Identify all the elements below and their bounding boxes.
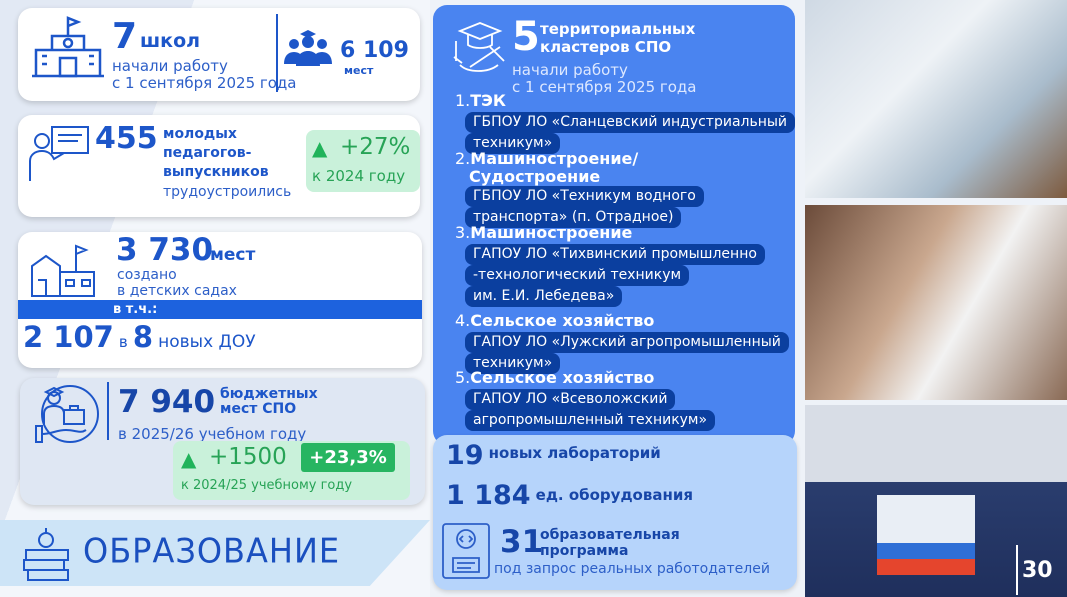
cluster-item-4: 4.Сельское хозяйство ГАПОУ ЛО «Лужский а… (455, 312, 789, 374)
labs-panel (433, 435, 797, 590)
equipment-line: 1 184 ед. оборудования (446, 480, 693, 511)
spo-growth-percent: +23,3% (301, 443, 395, 472)
places-unit: мест (344, 64, 374, 77)
spo-desc: бюджетных мест СПО (220, 386, 318, 417)
page-number: 30 (1022, 558, 1053, 583)
books-apple-icon (23, 528, 69, 581)
new-dou-line: 2 107 в 8 новых ДОУ (23, 320, 256, 354)
spo-year: в 2025/26 учебном году (118, 425, 307, 443)
photo-team-with-flag (805, 405, 1067, 597)
teachers-card: 455 молодых педагогов-выпускников трудоус… (18, 115, 420, 217)
growth-note: к 2024 году (312, 167, 406, 185)
spo-card: 7 940 бюджетных мест СПО в 2025/26 учебно… (20, 378, 425, 505)
schools-count: 7 (112, 16, 138, 57)
divider (107, 382, 109, 440)
schools-card: 7 школ начали работу с 1 сентября 2025 го… (18, 8, 420, 101)
spo-growth-note: к 2024/25 учебному году (181, 478, 353, 493)
kindergarten-count: 3 730 (116, 232, 214, 268)
cluster-item-1: 1.ТЭК ГБПОУ ЛО «Сланцевский индустриальн… (455, 92, 796, 154)
including-bar: в т.ч.: (18, 300, 422, 319)
program-document-icon (442, 523, 490, 579)
graduate-hand-icon (35, 385, 99, 443)
spo-growth-value: +1500 (209, 444, 287, 470)
section-title: ОБРАЗОВАНИЕ (83, 531, 341, 571)
schools-unit: школ (140, 30, 201, 52)
kindergarten-unit: мест (210, 245, 256, 265)
growth-value: +27% (340, 134, 411, 160)
students-icon (284, 30, 332, 66)
page-number-divider (1016, 545, 1018, 595)
teachers-employed: трудоустроились (163, 184, 292, 200)
teachers-growth-badge: ▲ +27% к 2024 году (306, 130, 420, 192)
clusters-started: начали работу с 1 сентября 2025 года (512, 61, 697, 96)
photo-lab-students (805, 0, 1067, 198)
kindergarten-card: 3 730 мест создано в детских садах в т.ч.… (18, 232, 422, 368)
up-triangle-icon: ▲ (181, 447, 197, 471)
programs-count: 31 (500, 524, 544, 560)
school-icon (32, 16, 104, 78)
up-triangle-icon: ▲ (312, 136, 328, 160)
cluster-item-5: 5.Сельское хозяйство ГАПОУ ЛО «Всеволожс… (455, 369, 716, 431)
labs-line: 19 новых лабораторий (446, 440, 661, 471)
schools-desc: начали работу с 1 сентября 2025 года (112, 57, 297, 92)
places-count: 6 109 (340, 38, 409, 63)
flag (877, 495, 975, 575)
programs-desc: образовательная программа (540, 527, 680, 559)
divider (276, 14, 278, 92)
kindergarten-icon (31, 244, 95, 297)
clusters-count: 5 (512, 14, 540, 60)
spo-growth-badge: ▲ +1500 +23,3% к 2024/25 учебному году (173, 441, 410, 500)
cap-tools-icon (453, 22, 505, 72)
photo-schoolchildren (805, 205, 1067, 400)
teachers-desc: молодых педагогов-выпускников (163, 126, 269, 180)
programs-note: под запрос реальных работодателей (494, 561, 770, 577)
teacher-icon (29, 126, 89, 181)
clusters-title: территориальных кластеров СПО (540, 20, 696, 56)
cluster-item-2: 2.Машиностроение/ Судостроение ГБПОУ ЛО … (455, 150, 704, 228)
kindergarten-desc: создано в детских садах (117, 267, 237, 299)
spo-count: 7 940 (118, 384, 216, 420)
cluster-item-3: 3.Машиностроение ГАПОУ ЛО «Тихвинский пр… (455, 224, 765, 307)
section-banner (0, 520, 430, 586)
teachers-count: 455 (95, 121, 158, 156)
